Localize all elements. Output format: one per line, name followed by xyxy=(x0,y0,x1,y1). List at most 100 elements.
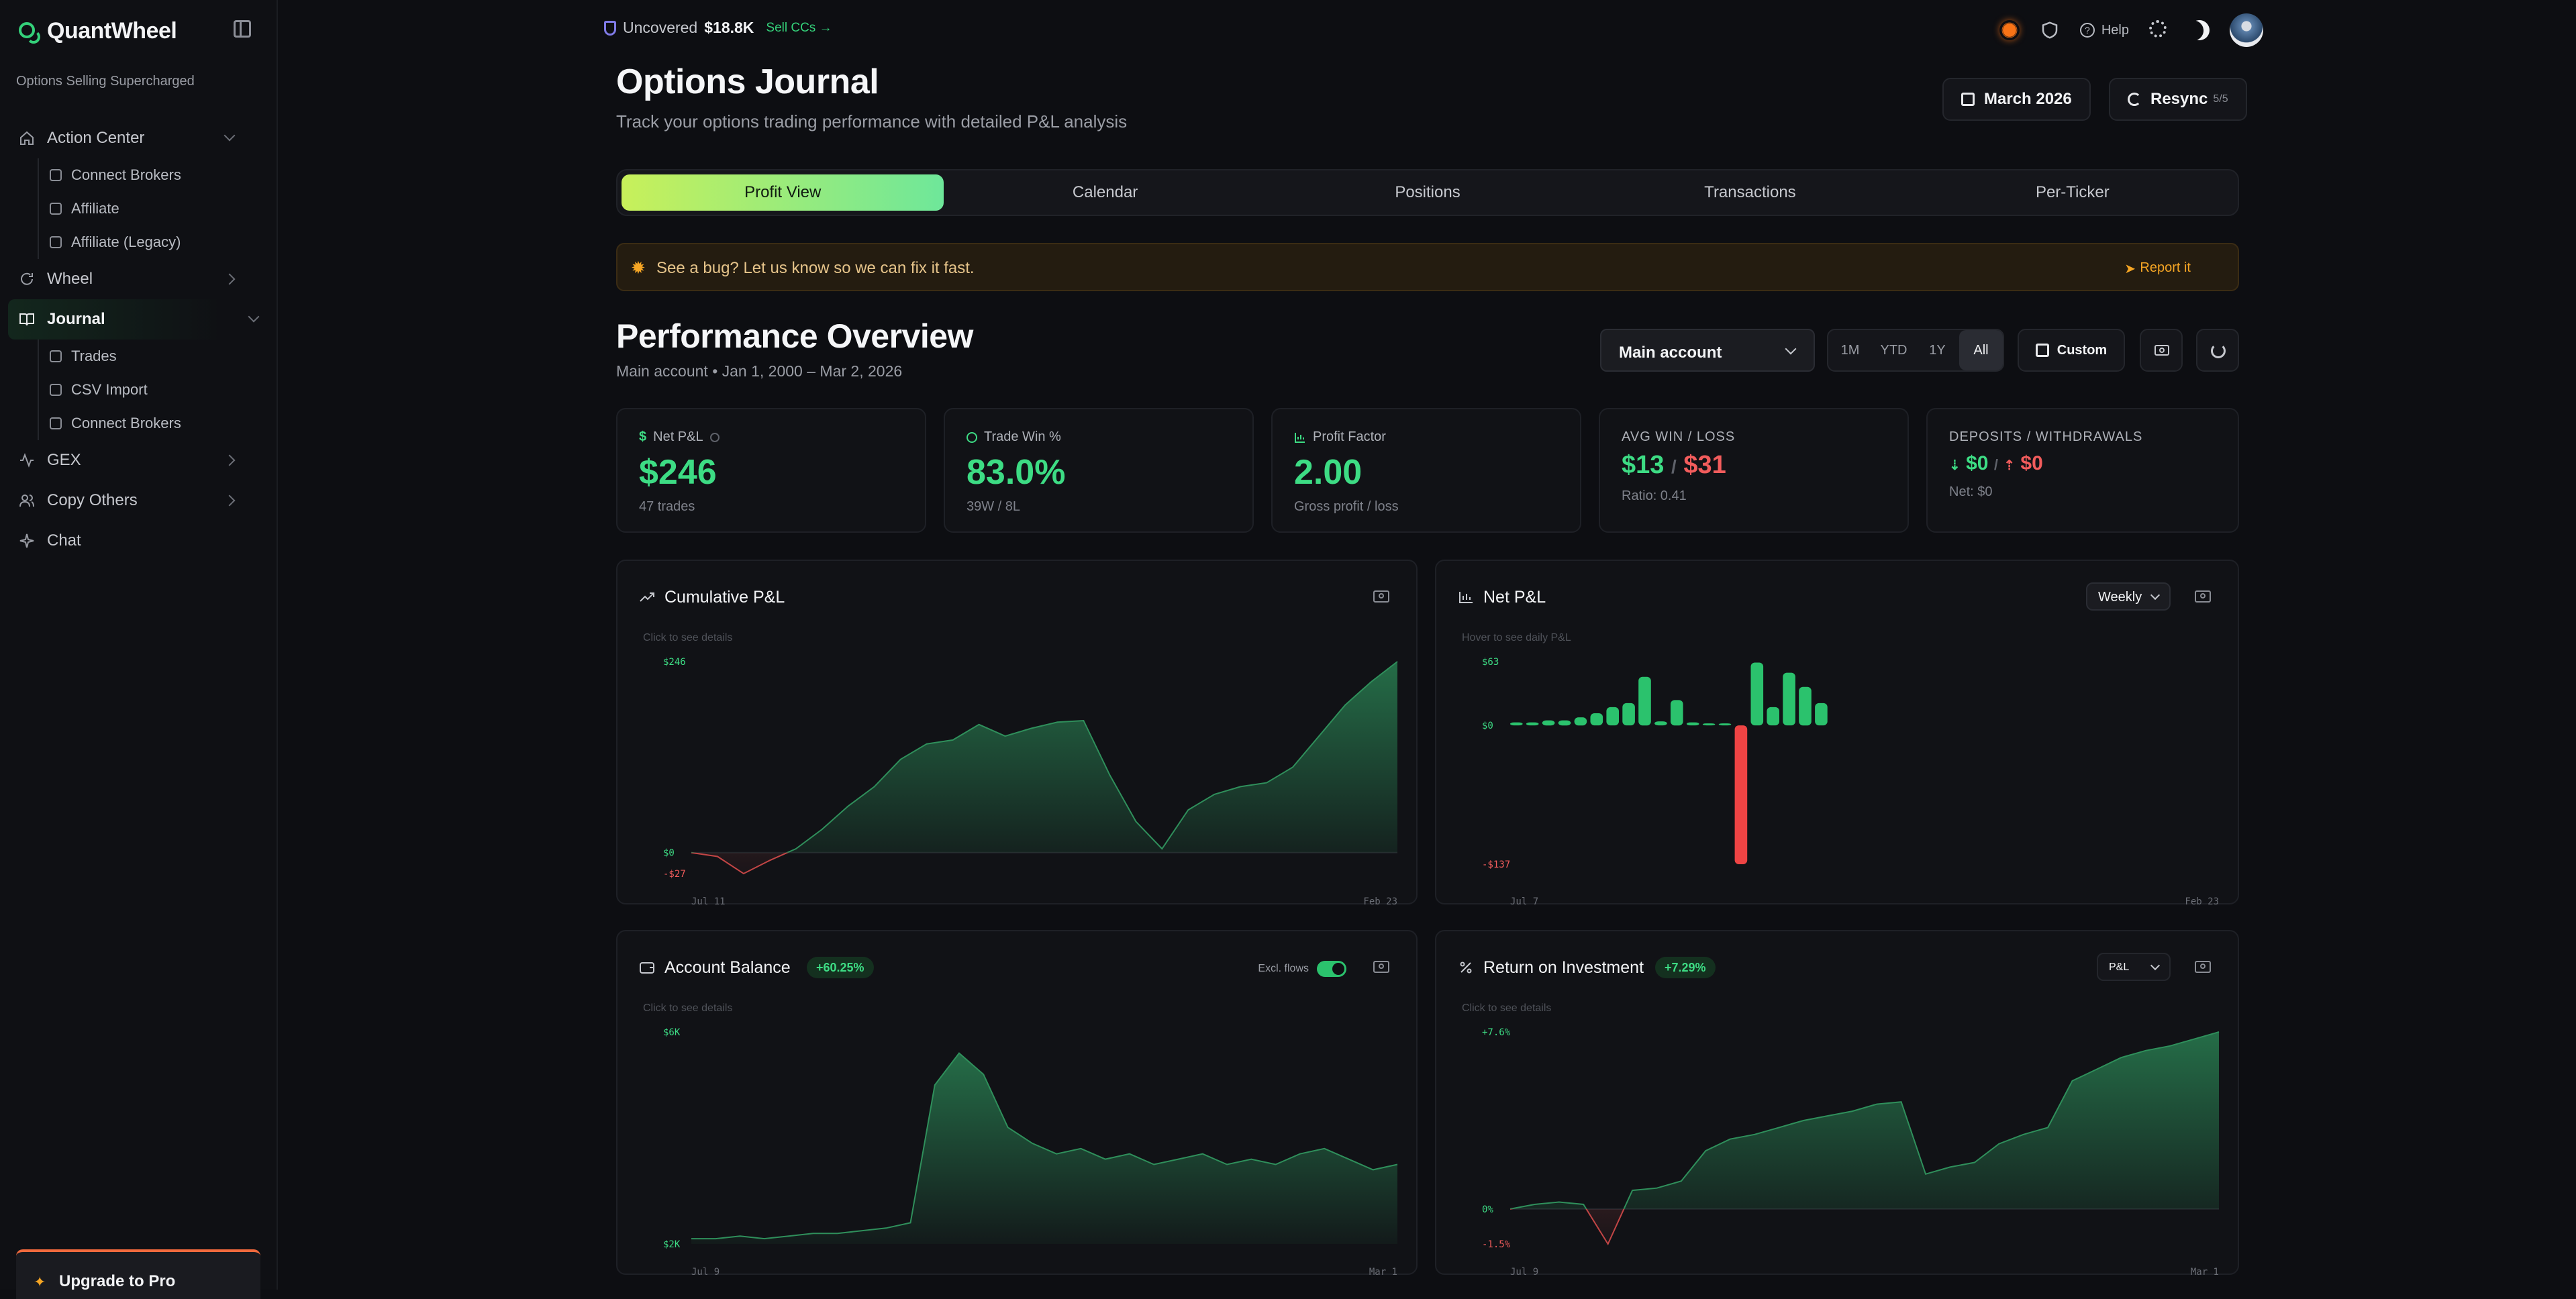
theme-toggle[interactable] xyxy=(2189,20,2210,40)
data-point xyxy=(1187,809,1189,811)
bar-chart-icon xyxy=(1459,592,1473,603)
chart-title: Net P&L xyxy=(1483,588,1546,607)
sell-ccs-link[interactable]: Sell CCs → xyxy=(766,20,832,35)
chevron-down-icon xyxy=(1785,343,1797,355)
upgrade-button[interactable]: ✦ Upgrade to Pro xyxy=(16,1249,260,1299)
y-tick-label: -1.5% xyxy=(1482,1239,1511,1250)
x-tick-label: Jul 9 xyxy=(1510,1267,1538,1276)
sidebar-item-gex[interactable]: GEX xyxy=(0,440,277,480)
data-point xyxy=(1973,1161,1975,1163)
shield-icon[interactable] xyxy=(2040,20,2060,40)
help-button[interactable]: ? Help xyxy=(2079,22,2129,38)
exclude-flows-toggle[interactable]: Excl. flows xyxy=(1258,961,1346,977)
bar xyxy=(1767,707,1779,726)
screenshot-button[interactable] xyxy=(2140,329,2183,372)
sidebar-item-label: GEX xyxy=(47,451,81,469)
range-ytd[interactable]: YTD xyxy=(1880,342,1908,358)
report-it-link[interactable]: Report it xyxy=(2140,260,2191,275)
range-1y[interactable]: 1Y xyxy=(1929,342,1946,358)
topbar: Uncovered $18.8K Sell CCs → ? Help xyxy=(278,0,2576,60)
range-selector: 1M YTD 1Y All xyxy=(1827,329,2004,372)
data-point xyxy=(2120,1057,2122,1059)
action-center-submenu: Connect Brokers Affiliate Affiliate (Leg… xyxy=(38,158,277,259)
settings-button[interactable] xyxy=(2149,20,2169,40)
chart-title: Account Balance xyxy=(664,958,791,977)
range-all[interactable]: All xyxy=(1959,330,2003,370)
collapse-sidebar-icon[interactable] xyxy=(234,20,251,38)
page-title: Options Journal xyxy=(616,62,879,101)
range-1m[interactable]: 1M xyxy=(1840,342,1860,358)
sidebar-subitem-trades[interactable]: Trades xyxy=(50,340,277,373)
data-point xyxy=(1372,1169,1374,1171)
sidebar-subitem-csv-import[interactable]: CSV Import xyxy=(50,373,277,407)
sidebar-subitem-label: Affiliate xyxy=(71,200,119,217)
chart-hint: Hover to see daily P&L xyxy=(1462,632,1571,643)
resync-button[interactable]: Resync 5/5 xyxy=(2109,78,2247,121)
sidebar: QuantWheel Options Selling Supercharged … xyxy=(0,0,278,1299)
data-point xyxy=(983,1074,985,1076)
list-icon xyxy=(50,350,62,362)
sidebar-item-wheel[interactable]: Wheel xyxy=(0,259,277,299)
data-point xyxy=(1397,1163,1399,1165)
net-pnl-chart[interactable]: $63 $0 -$137 Jul 7 Feb 23 xyxy=(1436,561,2240,906)
logo-icon xyxy=(17,21,40,44)
status-indicator-icon[interactable] xyxy=(1999,20,2020,40)
toggle-switch[interactable] xyxy=(1317,961,1346,977)
refresh-icon xyxy=(2211,344,2226,358)
account-balance-chart[interactable]: $6K $2K Jul 9 Mar 1 xyxy=(617,931,1419,1276)
banner-text: See a bug? Let us know so we can fix it … xyxy=(656,259,975,277)
tab-positions[interactable]: Positions xyxy=(1395,183,1460,201)
camera-icon[interactable] xyxy=(1373,961,1389,973)
refresh-button[interactable] xyxy=(2196,329,2239,372)
account-select-value: Main account xyxy=(1619,344,1722,362)
period-select[interactable]: Weekly xyxy=(2086,582,2171,611)
data-point xyxy=(836,1233,838,1235)
sidebar-item-chat[interactable]: Chat xyxy=(0,521,277,561)
avatar[interactable] xyxy=(2230,13,2263,47)
roi-chart[interactable]: +7.6% 0% -1.5% Jul 9 Mar 1 xyxy=(1436,931,2240,1276)
topbar-actions: ? Help xyxy=(1999,13,2263,47)
sidebar-item-action-center[interactable]: Action Center xyxy=(0,118,277,158)
calendar-icon xyxy=(1961,93,1975,106)
bar xyxy=(1750,662,1764,726)
data-point xyxy=(742,873,744,875)
roi-mode-select[interactable]: P&L xyxy=(2097,953,2171,981)
help-label: Help xyxy=(2101,22,2129,38)
camera-icon[interactable] xyxy=(2195,961,2211,973)
data-point xyxy=(1213,793,1216,795)
sidebar-subitem-connect-brokers[interactable]: Connect Brokers xyxy=(50,158,277,192)
month-picker-button[interactable]: March 2026 xyxy=(1942,78,2091,121)
brand[interactable]: QuantWheel xyxy=(17,16,177,46)
tab-calendar[interactable]: Calendar xyxy=(1072,183,1138,201)
page-subtitle: Track your options trading performance w… xyxy=(616,111,1128,132)
toggle-label: Excl. flows xyxy=(1258,963,1309,974)
metric-card-win-rate: Trade Win % 83.0% 39W / 8L xyxy=(944,408,1254,533)
brand-name: QuantWheel xyxy=(47,17,177,44)
data-point xyxy=(1632,1190,1634,1192)
sidebar-subitem-connect-brokers[interactable]: Connect Brokers xyxy=(50,407,277,440)
data-point xyxy=(1056,1153,1058,1155)
data-point xyxy=(1348,1158,1350,1160)
cumulative-pnl-chart[interactable]: $246 $0 -$27 Jul 11 Feb 23 xyxy=(617,561,1419,906)
sidebar-subitem-affiliate[interactable]: Affiliate xyxy=(50,192,277,225)
sidebar-subitem-affiliate-legacy[interactable]: Affiliate (Legacy) xyxy=(50,225,277,259)
send-icon: ➤ xyxy=(2124,262,2136,276)
tab-per-ticker[interactable]: Per-Ticker xyxy=(2035,183,2110,201)
sidebar-item-label: Action Center xyxy=(47,129,145,147)
info-icon[interactable] xyxy=(709,432,720,442)
y-tick-label: -$137 xyxy=(1482,860,1510,870)
bug-report-banner: ✹ See a bug? Let us know so we can fix i… xyxy=(616,243,2239,291)
sidebar-item-copy-others[interactable]: Copy Others xyxy=(0,480,277,521)
tab-profit-view[interactable]: Profit View xyxy=(622,174,944,211)
metric-label: $ Net P&L xyxy=(639,429,720,445)
account-select[interactable]: Main account xyxy=(1600,329,1815,372)
sidebar-item-journal[interactable]: Journal xyxy=(8,299,260,340)
custom-range-button[interactable]: Custom xyxy=(2018,329,2125,372)
area-fill-positive xyxy=(691,1053,1397,1244)
sidebar-subitem-label: Connect Brokers xyxy=(71,415,181,431)
resync-count: 5/5 xyxy=(2213,93,2228,105)
camera-icon[interactable] xyxy=(1373,590,1389,603)
tab-transactions[interactable]: Transactions xyxy=(1704,183,1796,201)
camera-icon[interactable] xyxy=(2195,590,2211,603)
y-tick-label: $2K xyxy=(663,1239,681,1250)
